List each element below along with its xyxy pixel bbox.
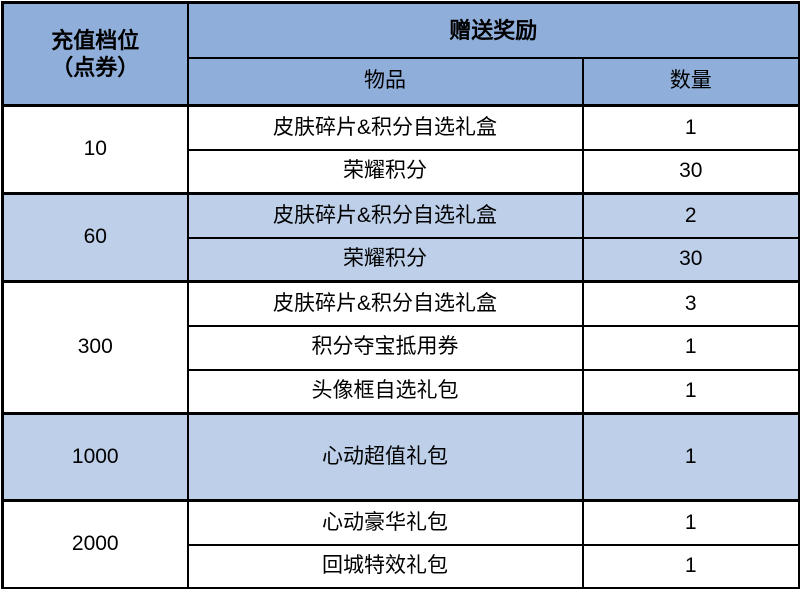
reward-row: 60 皮肤碎片&积分自选礼盒 2 — [1, 192, 800, 283]
header-row-sub: 物品 数量 — [3, 56, 800, 107]
reward-item-cell: 皮肤碎片&积分自选礼盒 — [186, 104, 584, 151]
reward-qty-cell: 30 — [581, 148, 800, 195]
reward-item-cell: 荣耀积分 — [186, 148, 584, 195]
reward-qty-cell: 1 — [581, 412, 800, 502]
tier-amount-cell: 300 — [1, 280, 189, 415]
column-header-tier-line2: （点券） — [51, 55, 140, 80]
reward-row: 头像框自选礼包 1 — [3, 368, 800, 415]
reward-item-cell: 积分夺宝抵用券 — [186, 324, 584, 371]
reward-item-cell: 皮肤碎片&积分自选礼盒 — [186, 192, 584, 239]
reward-qty-cell: 1 — [581, 324, 800, 371]
reward-item-cell: 头像框自选礼包 — [186, 368, 584, 415]
reward-item-cell: 荣耀积分 — [186, 236, 584, 283]
reward-qty-cell: 30 — [581, 236, 800, 283]
column-header-rewards: 赠送奖励 — [186, 1, 800, 59]
reward-row: 1000 心动超值礼包 1 — [1, 412, 800, 502]
tier-amount-cell: 1000 — [1, 412, 189, 502]
reward-row: 300 皮肤碎片&积分自选礼盒 3 — [1, 280, 800, 415]
tier-amount-cell: 60 — [1, 192, 189, 283]
reward-item-cell: 皮肤碎片&积分自选礼盒 — [186, 280, 584, 327]
tier-amount-cell: 2000 — [1, 499, 189, 589]
table-body: 10 皮肤碎片&积分自选礼盒 1 荣耀积分 30 60 皮肤碎片&积分自选礼盒 2 荣耀积分 30… — [1, 104, 800, 589]
tier-amount-cell: 10 — [1, 104, 189, 195]
column-header-item: 物品 — [186, 56, 584, 107]
reward-row: 荣耀积分 30 — [3, 236, 800, 283]
column-header-tier-line1: 充值档位 — [51, 27, 140, 53]
reward-item-cell: 心动豪华礼包 — [186, 499, 584, 546]
reward-item-cell: 心动超值礼包 — [186, 412, 584, 502]
reward-row: 积分夺宝抵用券 1 — [3, 324, 800, 371]
table-header: 充值档位 （点券） 赠送奖励 物品 数量 — [1, 1, 800, 107]
header-row-top: 充值档位 （点券） 赠送奖励 — [1, 1, 800, 107]
reward-qty-cell: 2 — [581, 192, 800, 239]
reward-row: 回城特效礼包 1 — [3, 543, 800, 589]
reward-qty-cell: 1 — [581, 543, 800, 589]
reward-row: 10 皮肤碎片&积分自选礼盒 1 — [1, 104, 800, 195]
reward-row: 荣耀积分 30 — [3, 148, 800, 195]
column-header-qty: 数量 — [581, 56, 800, 107]
reward-qty-cell: 1 — [581, 499, 800, 546]
column-header-tier: 充值档位 （点券） — [1, 1, 189, 107]
reward-qty-cell: 1 — [581, 104, 800, 151]
reward-qty-cell: 1 — [581, 368, 800, 415]
reward-qty-cell: 3 — [581, 280, 800, 327]
reward-item-cell: 回城特效礼包 — [186, 543, 584, 589]
reward-row: 2000 心动豪华礼包 1 — [1, 499, 800, 589]
